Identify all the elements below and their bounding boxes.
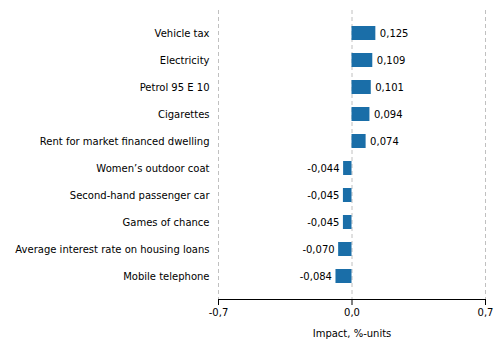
svg-text:-0,044: -0,044: [307, 163, 339, 174]
svg-text:-0,045: -0,045: [307, 217, 339, 228]
svg-text:0,7: 0,7: [478, 307, 494, 318]
svg-text:0,074: 0,074: [370, 136, 399, 147]
svg-text:Average interest rate on housi: Average interest rate on housing loans: [15, 244, 209, 255]
svg-text:Mobile telephone: Mobile telephone: [123, 271, 209, 282]
svg-text:-0,070: -0,070: [302, 244, 334, 255]
svg-text:Cigarettes: Cigarettes: [158, 109, 209, 120]
svg-text:-0,045: -0,045: [307, 190, 339, 201]
svg-text:0,094: 0,094: [374, 109, 403, 120]
svg-text:Petrol 95 E 10: Petrol 95 E 10: [140, 82, 210, 93]
svg-text:Vehicle tax: Vehicle tax: [155, 28, 210, 39]
svg-text:Second-hand passenger car: Second-hand passenger car: [70, 190, 211, 201]
svg-text:Electricity: Electricity: [160, 55, 210, 66]
svg-text:-0,084: -0,084: [300, 271, 332, 282]
svg-text:Impact, %-units: Impact, %-units: [313, 328, 392, 339]
svg-text:Women’s outdoor coat: Women’s outdoor coat: [96, 163, 209, 174]
svg-text:Rent for market financed dwell: Rent for market financed dwelling: [40, 136, 210, 147]
svg-text:0,125: 0,125: [380, 28, 409, 39]
svg-text:0,101: 0,101: [375, 82, 404, 93]
svg-text:Games of chance: Games of chance: [123, 217, 210, 228]
svg-text:0,109: 0,109: [377, 55, 406, 66]
svg-text:0,0: 0,0: [344, 307, 360, 318]
svg-text:-0,7: -0,7: [209, 307, 229, 318]
